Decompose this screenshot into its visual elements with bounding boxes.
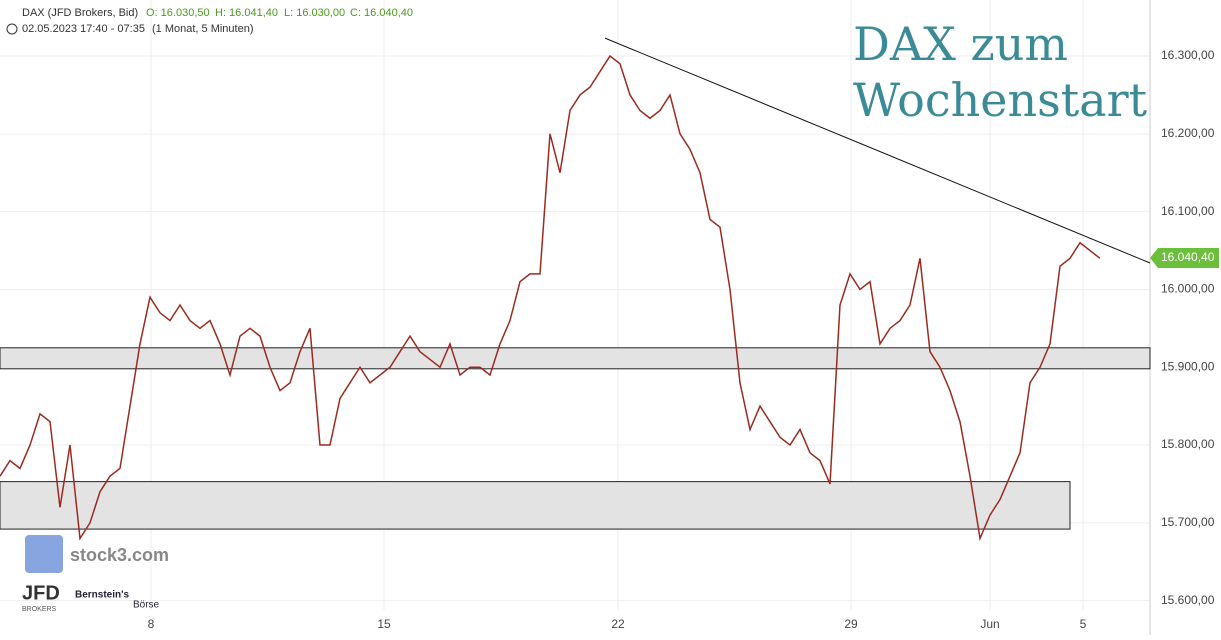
open: O: 16.030,50	[146, 7, 210, 19]
interval: (1 Monat, 5 Minuten)	[152, 23, 254, 35]
y-tick-label: 15.600,00	[1161, 593, 1215, 607]
logos: stock3.com JFD BROKERS Bernstein's Börse	[22, 535, 169, 613]
y-tick-label: 15.800,00	[1161, 437, 1215, 451]
header: DAX (JFD Brokers, Bid) O: 16.030,50 H: 1…	[6, 7, 413, 35]
jfd-sub: BROKERS	[22, 606, 57, 613]
price-tag	[1150, 248, 1219, 269]
clock-icon	[6, 23, 18, 35]
support-zone	[0, 481, 1071, 530]
x-tick-label: 29	[844, 617, 858, 631]
period: 02.05.2023 17:40 - 07:35	[22, 23, 145, 35]
stock3-icon	[25, 535, 63, 573]
high: H: 16.041,40	[215, 7, 278, 19]
boerse-logo: Börse	[133, 600, 160, 611]
x-tick-label: 8	[148, 617, 155, 631]
y-tick-label: 16.300,00	[1161, 48, 1215, 62]
price-line	[0, 54, 1101, 542]
support-zone	[0, 347, 1151, 370]
instrument: DAX (JFD Brokers, Bid)	[22, 7, 138, 19]
trendline	[604, 37, 1151, 264]
x-tick-label: Jun	[980, 617, 999, 631]
y-tick-label: 15.900,00	[1161, 359, 1215, 373]
bernstein-logo: Bernstein's	[75, 590, 130, 601]
stock3-logo: stock3.com	[70, 545, 169, 565]
y-tick-label: 15.700,00	[1161, 515, 1215, 529]
title-line: Wochenstart	[853, 73, 1148, 127]
y-tick-label: 16.100,00	[1161, 204, 1215, 218]
price-tag-label: 16.040,40	[1161, 250, 1215, 264]
jfd-logo: JFD	[22, 582, 60, 604]
close: C: 16.040,40	[350, 7, 413, 19]
x-tick-label: 15	[377, 617, 391, 631]
y-tick-label: 16.000,00	[1161, 282, 1215, 296]
y-tick-label: 16.200,00	[1161, 126, 1215, 140]
x-tick-label: 22	[611, 617, 625, 631]
low: L: 16.030,00	[284, 7, 345, 19]
title-line: DAX zum	[853, 17, 1068, 71]
x-tick-label: 5	[1080, 617, 1087, 631]
